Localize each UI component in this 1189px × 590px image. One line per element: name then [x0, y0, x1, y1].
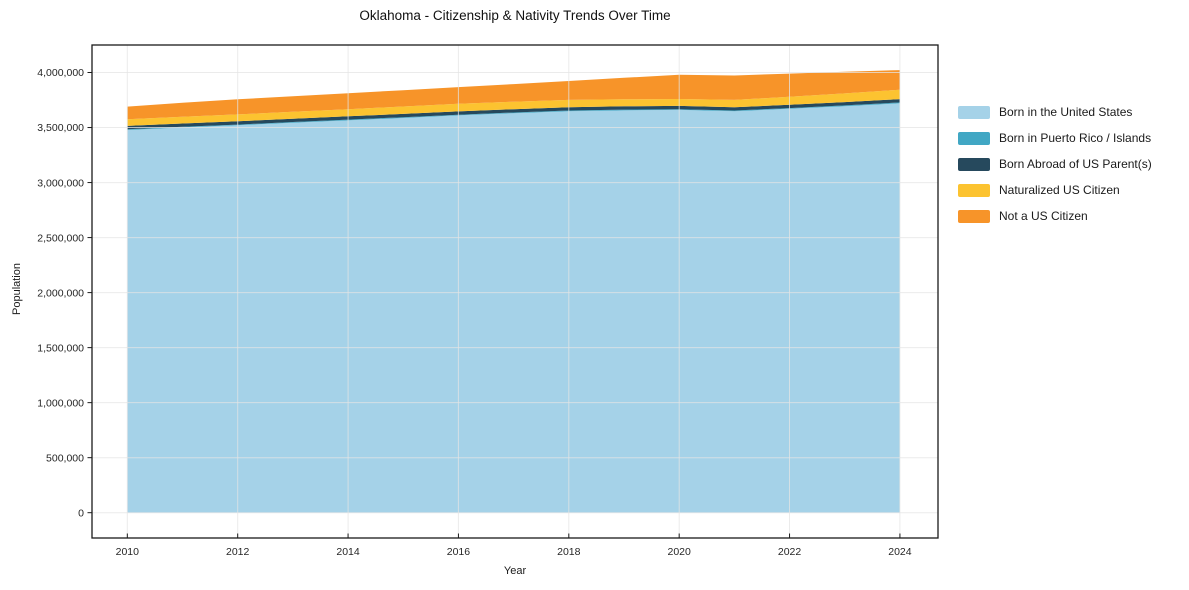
area-series-4: [127, 70, 900, 120]
legend-label: Born in the United States: [999, 105, 1133, 119]
plot-border: [91, 44, 939, 539]
x-tick-label: 2010: [116, 546, 140, 558]
legend-label: Not a US Citizen: [999, 209, 1088, 223]
x-tick-label: 2012: [226, 546, 250, 558]
area-series-2: [127, 99, 900, 130]
y-tick-label: 1,500,000: [37, 342, 84, 354]
legend-label: Born in Puerto Rico / Islands: [999, 131, 1152, 145]
legend-item-3: Naturalized US Citizen: [958, 177, 1152, 203]
legend: Born in the United States Born in Puerto …: [958, 99, 1152, 229]
legend-item-1: Born in Puerto Rico / Islands: [958, 125, 1152, 151]
y-tick-label: 1,000,000: [37, 397, 84, 409]
legend-swatch-icon: [958, 183, 990, 197]
x-tick-label: 2014: [336, 546, 360, 558]
legend-swatch-icon: [958, 209, 990, 223]
x-tick-label: 2020: [667, 546, 691, 558]
area-series-0: [127, 103, 900, 513]
y-tick-label: 3,500,000: [37, 122, 84, 134]
y-tick-label: 2,000,000: [37, 287, 84, 299]
y-tick-label: 4,000,000: [37, 67, 84, 79]
y-tick-label: 2,500,000: [37, 232, 84, 244]
legend-swatch-icon: [958, 131, 990, 145]
legend-item-0: Born in the United States: [958, 99, 1152, 125]
x-tick-label: 2022: [778, 546, 802, 558]
area-series-3: [127, 89, 900, 126]
legend-label: Born Abroad of US Parent(s): [999, 157, 1152, 171]
legend-item-2: Born Abroad of US Parent(s): [958, 151, 1152, 177]
x-axis-label: Year: [503, 565, 527, 577]
y-axis-label: Population: [11, 263, 23, 315]
legend-swatch-icon: [958, 105, 990, 119]
legend-label: Naturalized US Citizen: [999, 183, 1120, 197]
y-tick-label: 500,000: [46, 452, 84, 464]
y-tick-label: 0: [78, 507, 84, 519]
y-tick-label: 3,000,000: [37, 177, 84, 189]
x-tick-label: 2024: [888, 546, 912, 558]
x-tick-label: 2016: [447, 546, 471, 558]
chart-title: Oklahoma - Citizenship & Nativity Trends…: [359, 8, 671, 23]
x-tick-label: 2018: [557, 546, 581, 558]
legend-item-4: Not a US Citizen: [958, 203, 1152, 229]
legend-swatch-icon: [958, 157, 990, 171]
